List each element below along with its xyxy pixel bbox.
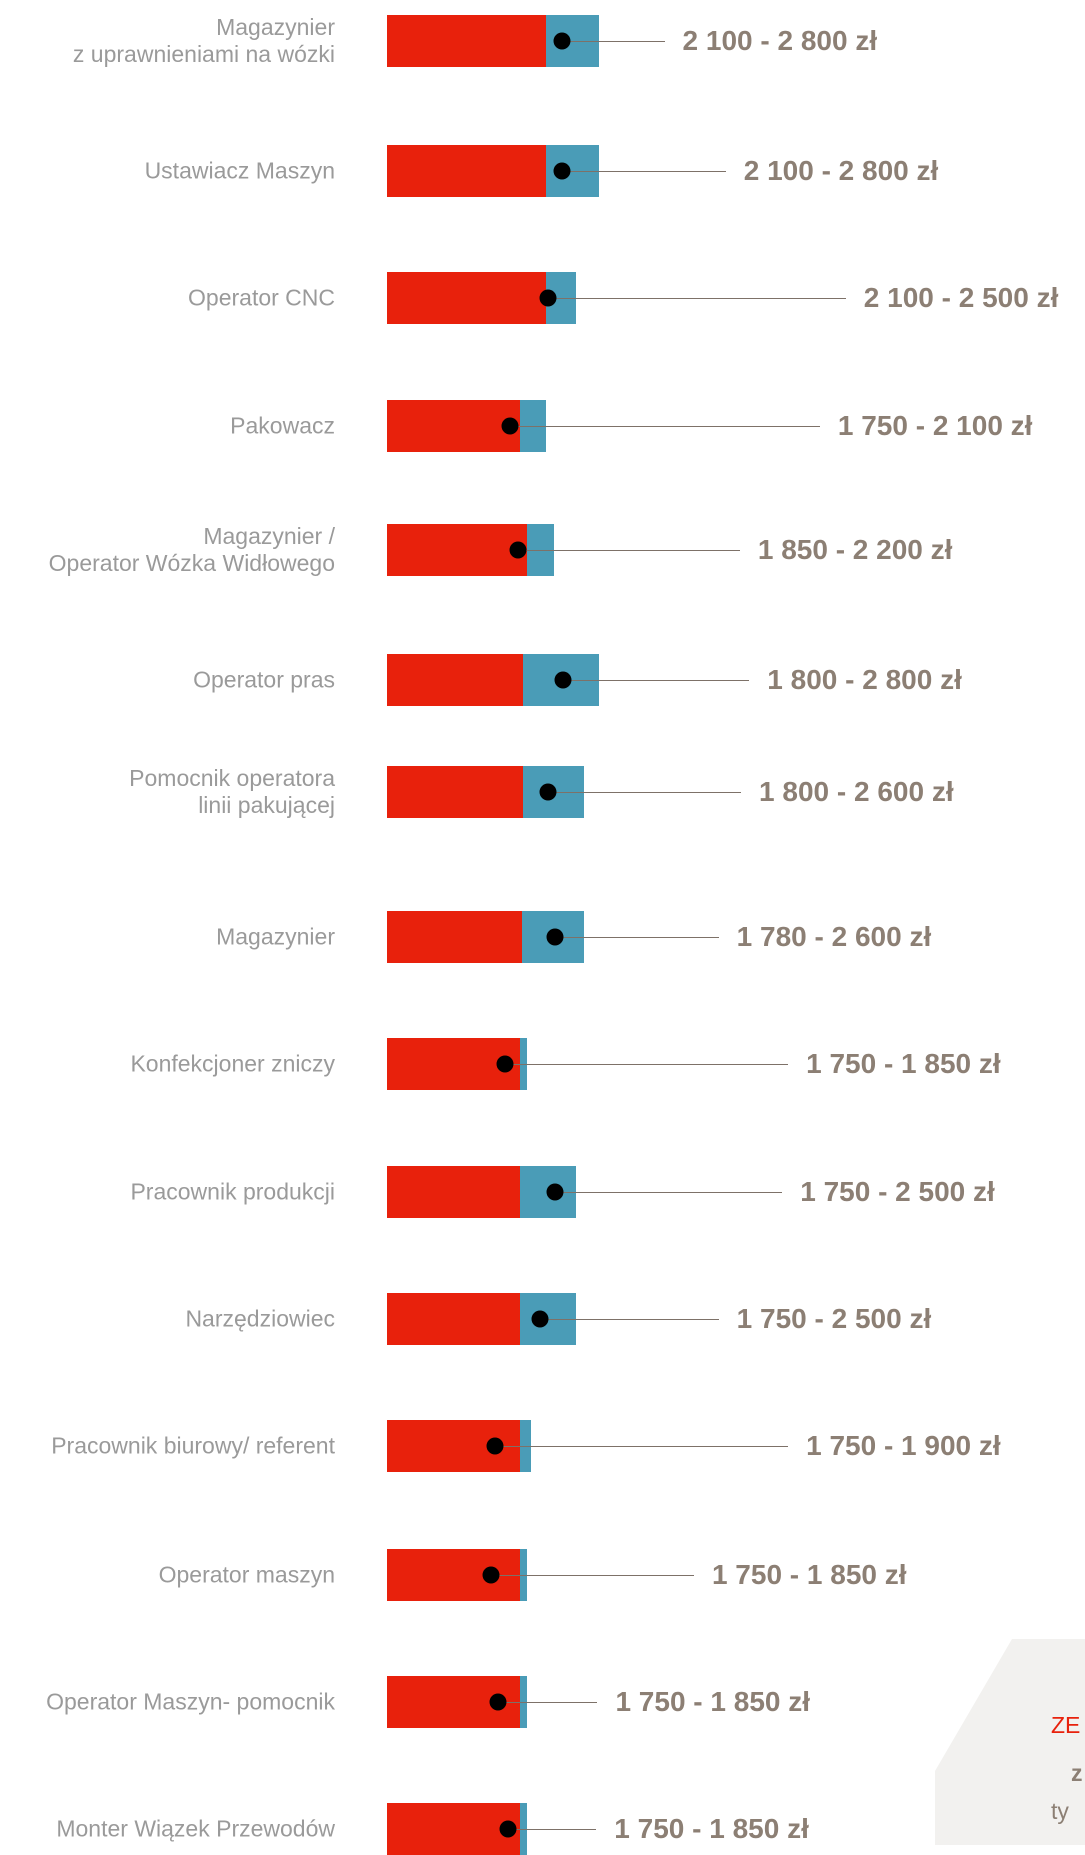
value-label: 1 800 - 2 600 zł xyxy=(759,775,954,807)
category-label: Monter Wiązek Przewodów xyxy=(56,1815,335,1842)
leader-line xyxy=(563,680,750,682)
value-label: 2 100 - 2 800 zł xyxy=(743,154,939,186)
leader-line xyxy=(491,1574,694,1576)
leader-line xyxy=(517,549,740,551)
value-label: 1 750 - 2 500 zł xyxy=(736,1303,932,1335)
value-label: 1 750 - 1 850 zł xyxy=(711,1558,907,1590)
bar-min xyxy=(387,1166,520,1219)
leader-line xyxy=(510,426,820,427)
category-label: Konfekcjoner zniczy xyxy=(130,1050,335,1077)
leader-line xyxy=(548,297,846,299)
bar-min xyxy=(387,765,524,818)
value-label: 2 100 - 2 800 zł xyxy=(682,25,878,57)
bar-min xyxy=(387,15,546,68)
aside-line: ty xyxy=(1051,1798,1069,1824)
marker-dot xyxy=(486,1437,504,1455)
category-label: Magazynier z uprawnieniami na wózki xyxy=(72,14,335,68)
marker-dot xyxy=(553,32,571,50)
category-label: Pracownik biurowy/ referent xyxy=(51,1432,335,1459)
value-label: 1 750 - 1 850 zł xyxy=(806,1047,1001,1079)
bar-min xyxy=(387,144,546,197)
value-label: 1 800 - 2 800 zł xyxy=(767,664,962,696)
value-label: 2 100 - 2 500 zł xyxy=(863,281,1059,313)
value-label: 1 750 - 2 500 zł xyxy=(800,1176,995,1208)
marker-dot xyxy=(531,1310,548,1328)
category-label: Pomocnik operatora linii pakującej xyxy=(129,764,335,818)
category-label: Pakowacz xyxy=(230,412,335,439)
leader-line xyxy=(554,1192,783,1194)
marker-dot xyxy=(553,162,571,180)
category-label: Pracownik produkcji xyxy=(130,1178,335,1205)
leader-line xyxy=(507,1828,597,1830)
leader-line xyxy=(539,1319,719,1321)
category-label: Narzędziowiec xyxy=(185,1305,335,1332)
value-label: 1 750 - 2 100 zł xyxy=(837,410,1033,441)
category-label: Operator Maszyn- pomocnik xyxy=(46,1688,335,1715)
marker-dot xyxy=(509,541,527,559)
marker-dot xyxy=(482,1566,500,1584)
hexagon xyxy=(935,1639,1085,1845)
leader-line xyxy=(547,791,742,793)
marker-dot xyxy=(499,1820,517,1838)
leader-line xyxy=(498,1701,598,1703)
bar-min xyxy=(387,1293,520,1346)
leader-line xyxy=(505,1063,789,1065)
bar-min xyxy=(387,910,522,963)
bar-min xyxy=(387,523,528,576)
bar-min xyxy=(387,400,520,452)
bar-min xyxy=(387,271,546,324)
category-label: Operator maszyn xyxy=(158,1561,335,1588)
marker-dot xyxy=(496,1055,514,1073)
category-label: Operator pras xyxy=(193,666,335,693)
value-label: 1 780 - 2 600 zł xyxy=(736,920,932,952)
marker-dot xyxy=(554,671,572,689)
marker-dot xyxy=(501,417,519,435)
bar-min xyxy=(387,654,524,707)
marker-dot xyxy=(546,1183,564,1201)
leader-line xyxy=(562,41,665,43)
aside-heading: ZE xyxy=(1051,1712,1081,1738)
category-label: Operator CNC xyxy=(188,284,335,311)
leader-line xyxy=(494,1446,789,1448)
marker-dot xyxy=(539,783,557,801)
value-label: 1 750 - 1 850 zł xyxy=(615,1685,811,1717)
category-label: Magazynier xyxy=(216,923,335,950)
aside-line: z xyxy=(1071,1760,1083,1786)
leader-line xyxy=(562,170,726,172)
category-label: Ustawiacz Maszyn xyxy=(144,157,335,184)
value-label: 1 850 - 2 200 zł xyxy=(757,533,953,565)
marker-dot xyxy=(539,289,557,307)
marker-dot xyxy=(546,928,564,946)
value-label: 1 750 - 1 850 zł xyxy=(614,1812,809,1844)
marker-dot xyxy=(489,1693,507,1711)
category-label: Magazynier / Operator Wózka Widłowego xyxy=(48,522,335,576)
leader-line xyxy=(554,936,719,938)
value-label: 1 750 - 1 900 zł xyxy=(806,1430,1001,1462)
